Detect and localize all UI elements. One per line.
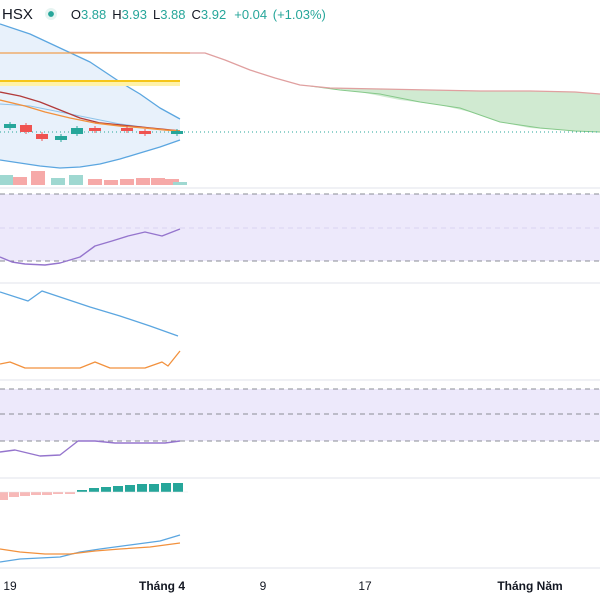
low-value: 3.88 xyxy=(160,6,186,22)
rsi-line xyxy=(0,228,181,266)
stoch-line xyxy=(0,440,181,457)
candle xyxy=(89,128,101,131)
yellow-band xyxy=(0,81,180,86)
cloud-upper-line xyxy=(0,51,600,95)
candle xyxy=(36,134,48,139)
histogram-bar xyxy=(89,488,99,492)
chart-legend: HSX O 3.88 H 3.93 L 3.88 C 3.92 +0.04 (+1.03… xyxy=(0,4,326,24)
bollinger-upper-line xyxy=(0,23,181,120)
histogram-bar xyxy=(137,484,147,492)
open-value: 3.88 xyxy=(80,6,107,22)
volume-bar xyxy=(136,178,150,185)
histogram-bar xyxy=(101,487,111,492)
histogram-bar xyxy=(173,483,183,492)
histogram-bar xyxy=(0,492,8,500)
histogram-bar xyxy=(31,492,41,495)
volume-bar xyxy=(151,178,165,185)
candle xyxy=(20,125,32,132)
pair-orange-line xyxy=(0,542,181,555)
volume-bar xyxy=(13,177,27,185)
histogram-bar xyxy=(125,485,135,492)
candle xyxy=(171,131,183,134)
stoch-band xyxy=(0,389,600,441)
histogram-bar xyxy=(149,484,159,492)
histogram-bar xyxy=(20,492,30,496)
volume-bar xyxy=(0,175,13,185)
histogram-bar xyxy=(161,483,171,492)
volume-bar xyxy=(120,179,134,185)
ichimoku-cloud xyxy=(300,85,600,132)
candle xyxy=(4,124,16,128)
close-value: 3.92 xyxy=(200,6,227,22)
indicator-orange-line xyxy=(0,350,181,369)
volume-bar xyxy=(69,175,83,185)
x-tick-label: 17 xyxy=(358,579,372,593)
candle xyxy=(139,131,151,134)
volume-bar xyxy=(88,179,102,185)
volume-bar xyxy=(51,178,65,185)
x-tick-label: Tháng 4 xyxy=(139,579,185,593)
volume-bar xyxy=(31,171,45,185)
high-value: 3.93 xyxy=(121,6,147,22)
volume-bar xyxy=(173,182,187,185)
symbol-label[interactable]: HSX xyxy=(2,5,33,23)
histogram-bar xyxy=(53,492,63,494)
low-label: L xyxy=(152,6,161,22)
open-label: O xyxy=(70,6,81,22)
x-tick-label: Tháng Năm xyxy=(497,579,562,593)
x-tick-label: 19 xyxy=(3,579,17,593)
volume-bar xyxy=(104,180,118,185)
candle xyxy=(55,136,67,140)
bollinger-fill xyxy=(0,24,180,168)
volume-bar xyxy=(165,179,179,185)
change-percent: (+1.03%) xyxy=(272,6,326,22)
bollinger-lower-line xyxy=(0,139,181,169)
indicator-blue-line xyxy=(0,290,179,337)
histogram-bar xyxy=(113,486,123,492)
change-value: +0.04 xyxy=(234,6,268,22)
histogram-bar xyxy=(42,492,52,495)
x-tick-label: 9 xyxy=(260,579,267,593)
histogram-bar xyxy=(77,490,87,492)
ma-orange-line xyxy=(0,99,181,132)
histogram-bar xyxy=(9,492,19,497)
high-label: H xyxy=(112,6,122,22)
cloud-lower-line xyxy=(309,85,600,133)
market-status-icon xyxy=(44,8,57,20)
candle xyxy=(121,128,133,131)
histogram-bar xyxy=(65,492,75,494)
pair-blue-line xyxy=(0,534,181,563)
close-label: C xyxy=(191,6,201,22)
candle xyxy=(71,128,83,134)
